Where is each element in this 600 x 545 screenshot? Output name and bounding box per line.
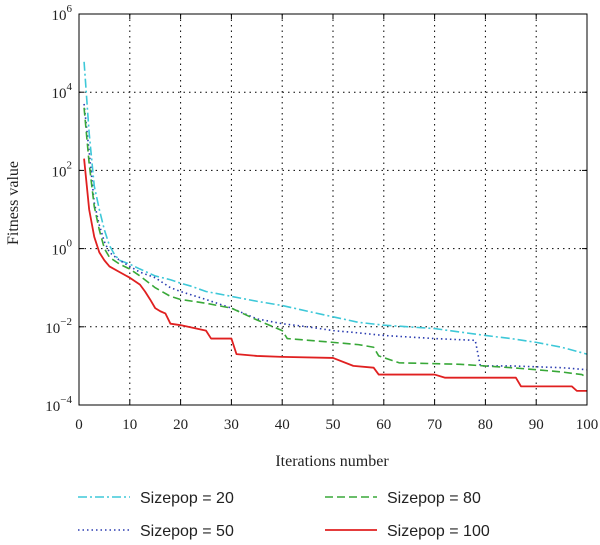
x-tick-label: 60 bbox=[376, 417, 391, 433]
x-axis-title: Iterations number bbox=[275, 453, 389, 470]
y-tick-label: 10−2 bbox=[45, 316, 72, 337]
y-tick-exponent: 0 bbox=[67, 238, 73, 250]
ticks: 0 10 20 30 40 50 60 70 80 90 10010−410−21001021041… bbox=[45, 3, 598, 433]
y-tick-base: 10 bbox=[52, 8, 67, 24]
y-tick-base: 10 bbox=[52, 164, 67, 180]
x-tick-label: 0 bbox=[75, 417, 83, 433]
legend-label-2: Sizepop = 50 bbox=[140, 523, 234, 540]
x-tick-label: 90 bbox=[529, 417, 544, 433]
y-axis-title: Fitness value bbox=[5, 161, 22, 245]
y-tick-base: 10 bbox=[45, 321, 60, 337]
y-tick-label: 106 bbox=[52, 3, 73, 24]
series-line-2 bbox=[83, 103, 588, 371]
series-layer bbox=[83, 61, 588, 392]
y-tick-exponent: 6 bbox=[67, 3, 73, 15]
plot-frame bbox=[78, 13, 588, 406]
legend-label-3: Sizepop = 80 bbox=[387, 490, 481, 507]
series-line-4 bbox=[83, 158, 587, 392]
x-tick-label: 30 bbox=[224, 417, 239, 433]
x-tick-label: 80 bbox=[478, 417, 493, 433]
x-tick-label: 10 bbox=[122, 417, 137, 433]
x-tick-label: 50 bbox=[326, 417, 341, 433]
y-tick-exponent: 2 bbox=[67, 159, 73, 171]
y-tick-label: 102 bbox=[52, 159, 73, 180]
gridlines bbox=[79, 14, 587, 405]
legend-label-4: Sizepop = 100 bbox=[387, 523, 490, 540]
y-tick-label: 10−4 bbox=[45, 394, 72, 415]
series-line-3 bbox=[83, 107, 588, 379]
y-tick-base: 10 bbox=[52, 243, 67, 259]
legend-label-1: Sizepop = 20 bbox=[140, 490, 234, 507]
y-tick-exponent: 4 bbox=[67, 81, 73, 93]
x-tick-label: 100 bbox=[576, 417, 599, 433]
legend: Sizepop = 20 Sizepop = 50 Sizepop = 80 Size… bbox=[78, 490, 490, 540]
y-tick-base: 10 bbox=[45, 399, 60, 415]
series-line-1 bbox=[83, 61, 588, 355]
y-tick-label: 104 bbox=[52, 81, 73, 102]
x-tick-label: 20 bbox=[173, 417, 188, 433]
x-tick-label: 70 bbox=[427, 417, 442, 433]
y-tick-exponent: −4 bbox=[60, 394, 72, 406]
y-tick-label: 100 bbox=[52, 238, 73, 259]
x-tick-label: 40 bbox=[275, 417, 290, 433]
y-tick-exponent: −2 bbox=[60, 316, 72, 328]
y-tick-base: 10 bbox=[52, 86, 67, 102]
